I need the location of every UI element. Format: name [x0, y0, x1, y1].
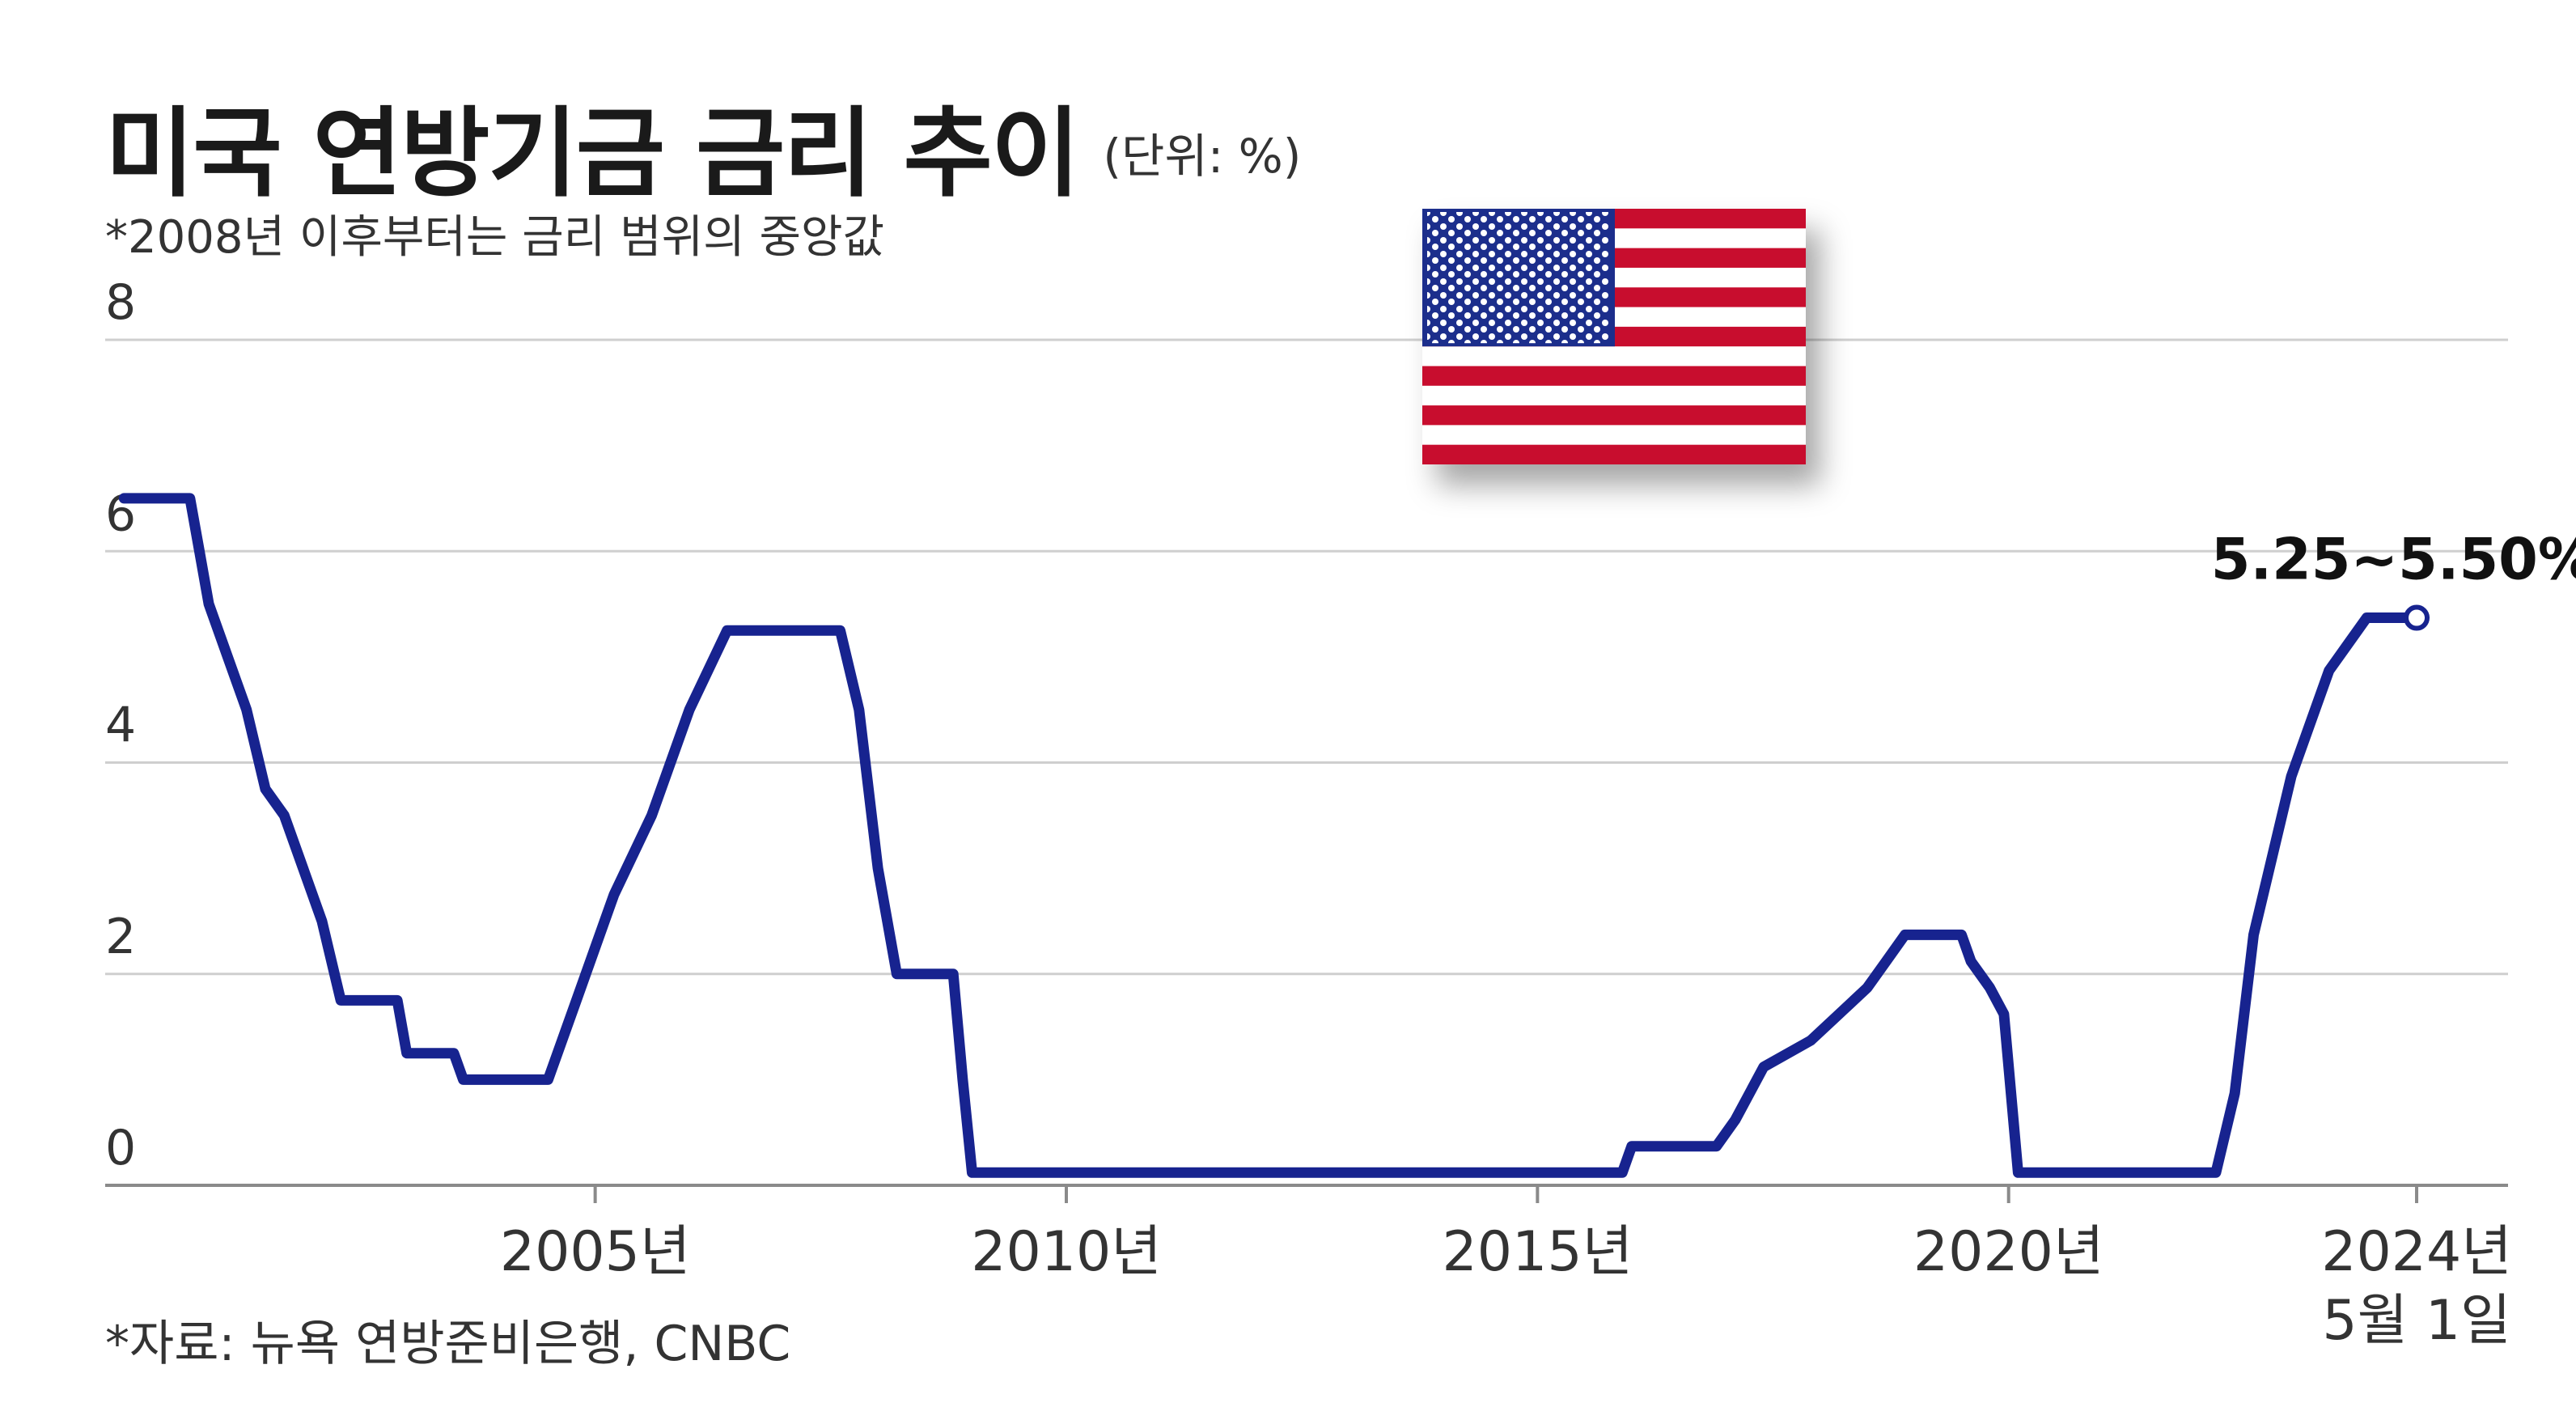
y-tick-label-4: 4 — [105, 697, 136, 754]
y-tick-label-8: 8 — [105, 274, 136, 331]
series-fed-funds-rate — [118, 493, 2422, 1178]
flag-stripe — [1422, 444, 1806, 464]
data-label-latest: 5.25~5.50% — [2211, 527, 2576, 593]
flag-stripe — [1422, 366, 1806, 386]
x-tick-label-1: 2010년 — [971, 1220, 1162, 1284]
x-tick-label-4: 2024년 — [2321, 1220, 2512, 1284]
x-tick-label-3: 2020년 — [1913, 1220, 2104, 1284]
chart-title: 미국 연방기금 금리 추이 (단위: %) — [105, 74, 1301, 215]
chart-title-text: 미국 연방기금 금리 추이 — [105, 98, 1080, 210]
series-line-0 — [118, 493, 2422, 1178]
x-tick-label-2: 2015년 — [1443, 1220, 1633, 1284]
flag-stripe — [1422, 405, 1806, 426]
x-tick-label-0: 2005년 — [500, 1220, 691, 1284]
y-tick-label-0: 0 — [105, 1120, 136, 1176]
annotations: 5.25~5.50% — [2211, 527, 2576, 631]
us-flag-icon — [1422, 209, 1806, 464]
chart-unit: (단위: %) — [1103, 129, 1302, 184]
data-point-latest — [2404, 604, 2430, 631]
y-tick-label-2: 2 — [105, 909, 136, 965]
flag-stars — [1427, 212, 1610, 344]
source-note: *자료: 뉴욕 연방준비은행, CNBC — [105, 1316, 791, 1372]
x-tick-sublabel-4: 5월 1일 — [2322, 1289, 2510, 1353]
grid-lines — [105, 338, 2508, 976]
chart-note: *2008년 이후부터는 금리 범위의 중앙값 — [105, 211, 884, 264]
